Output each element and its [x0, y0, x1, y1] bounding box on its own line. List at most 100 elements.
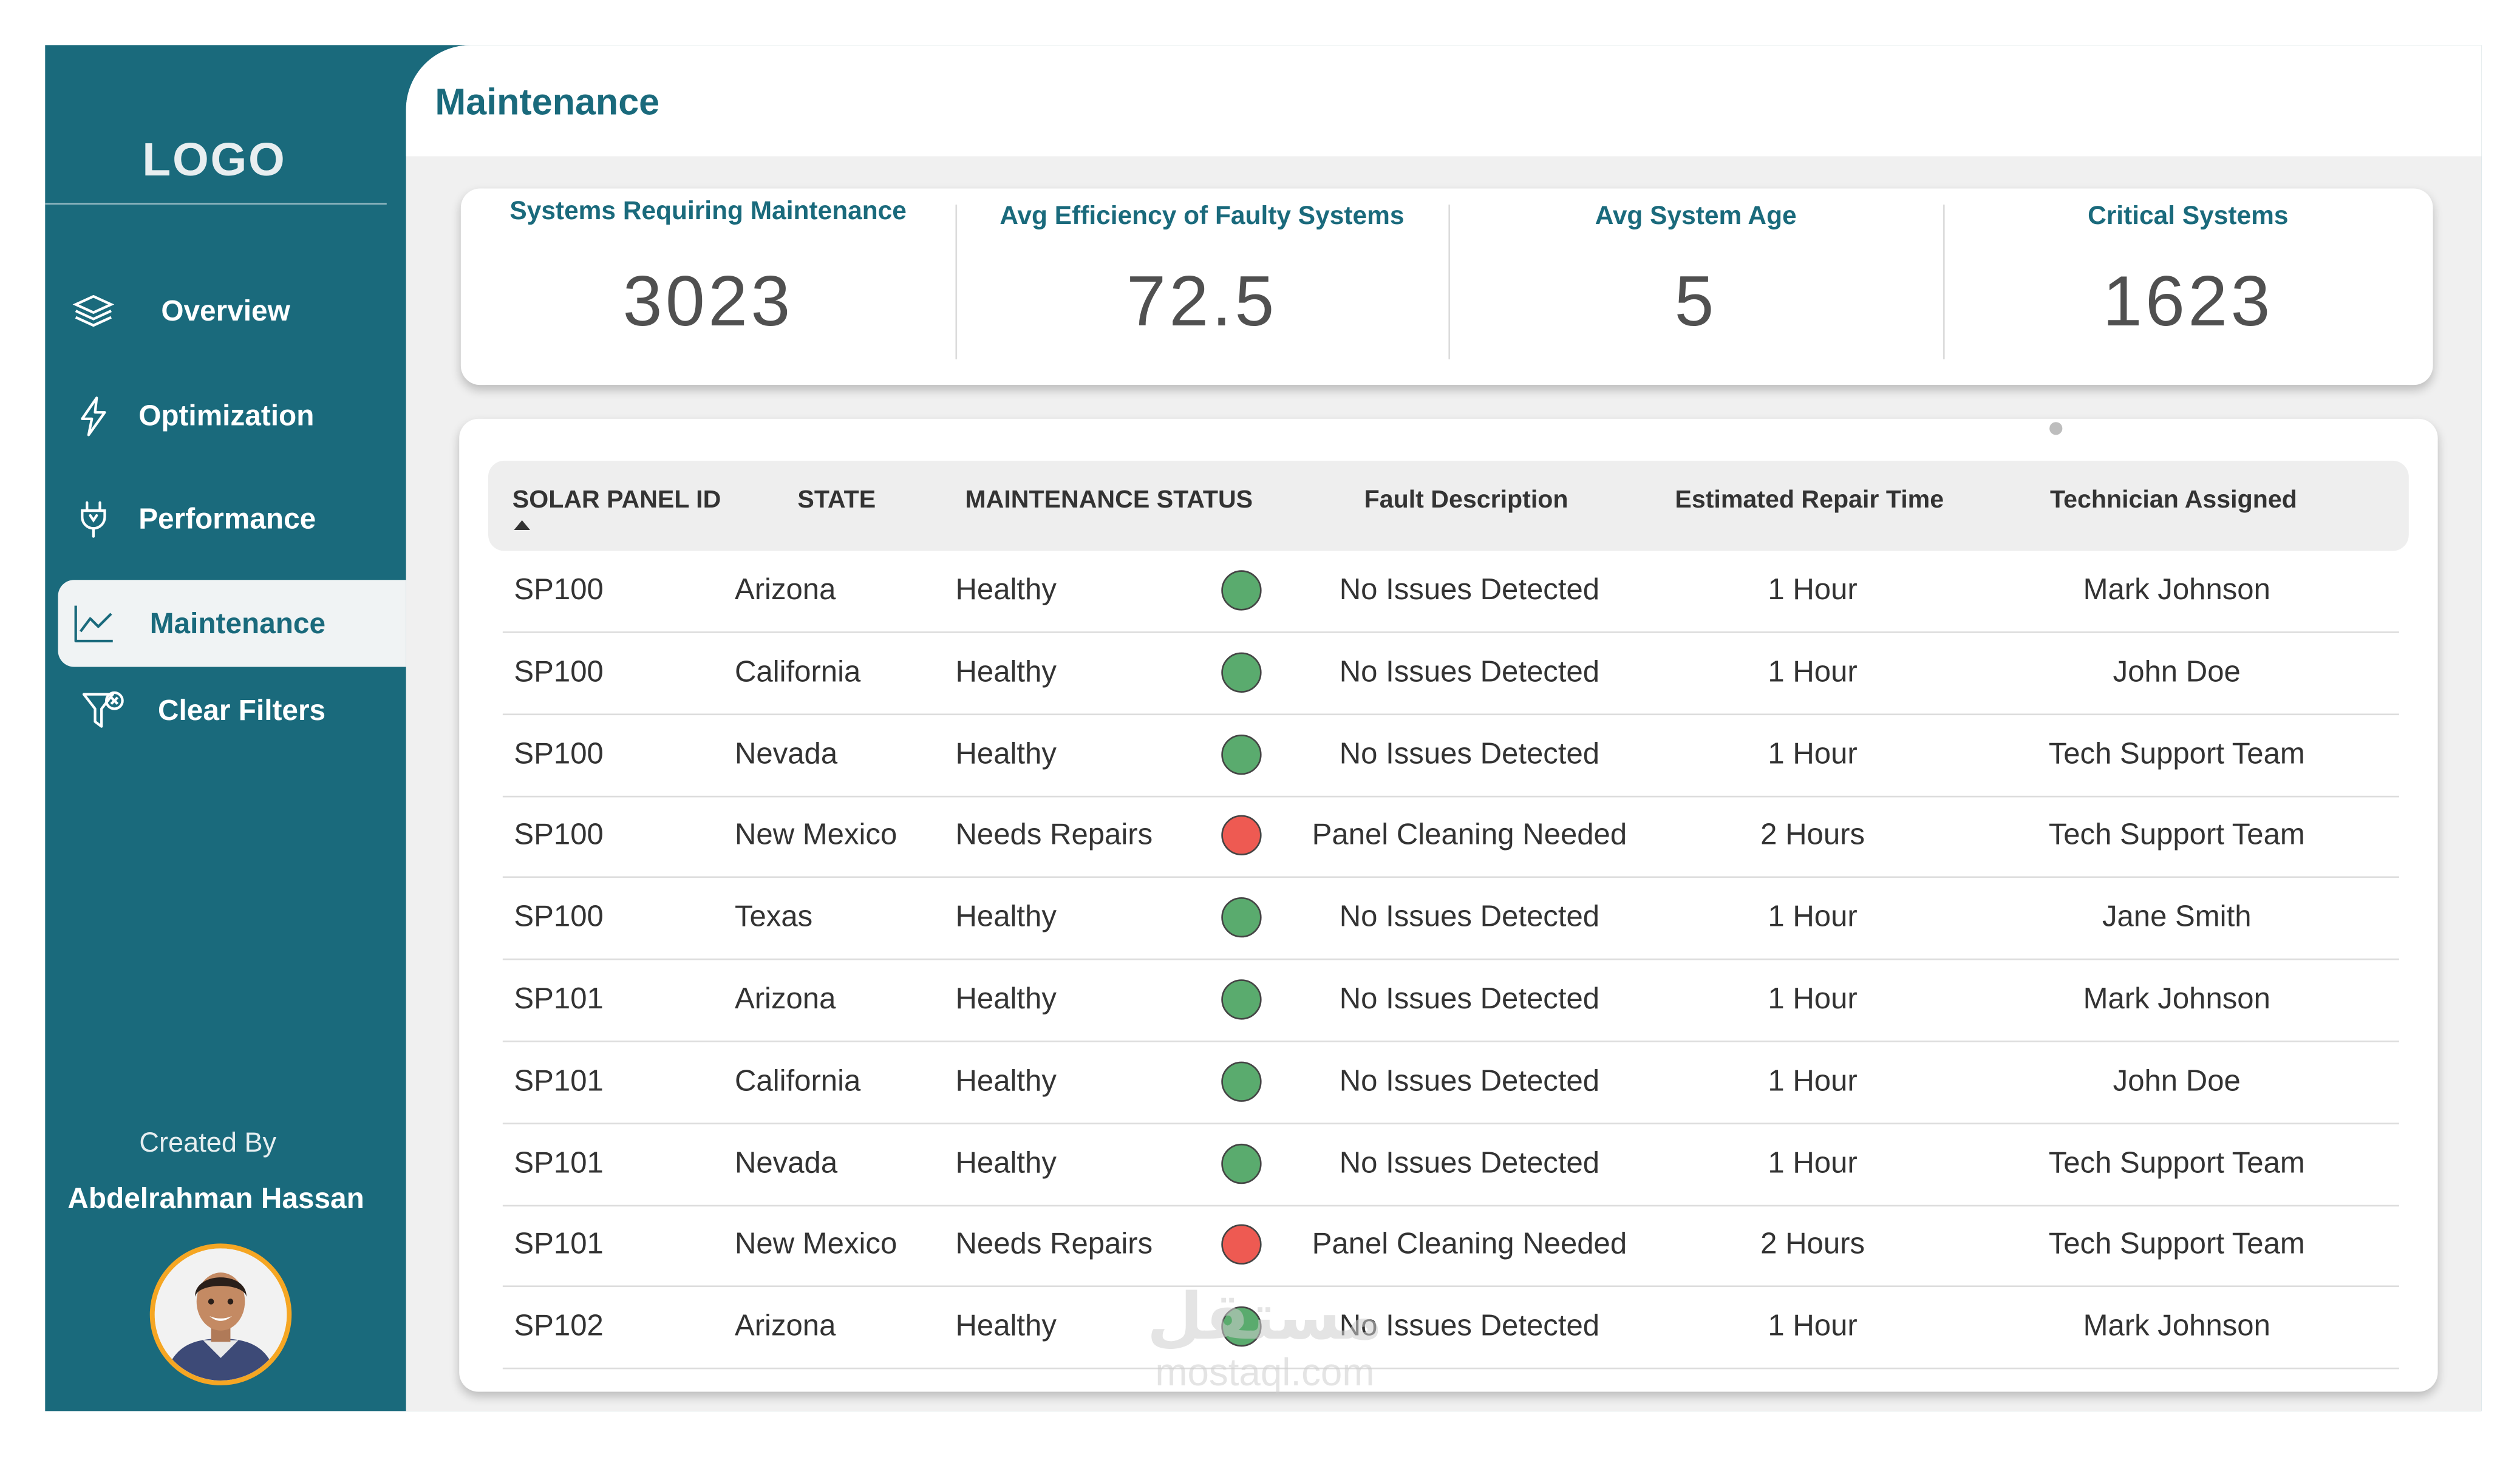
table-row[interactable]: SP101 New Mexico Needs Repairs Panel Cleani… [502, 1206, 2399, 1288]
cell-tech: Tech Support Team [2048, 817, 2305, 852]
table-row[interactable]: SP100 Arizona Healthy No Issues Detected 1 H… [502, 551, 2399, 633]
cell-fault: No Issues Detected [1339, 653, 1600, 688]
created-by-label: Created By [139, 1127, 277, 1158]
kpi-divider [955, 204, 958, 359]
cell-tech: Tech Support Team [2048, 735, 2305, 770]
cell-fault: Panel Cleaning Needed [1312, 1226, 1627, 1260]
cell-fault: No Issues Detected [1339, 899, 1600, 933]
cell-fault: No Issues Detected [1339, 980, 1600, 1015]
kpi-value: 3023 [622, 262, 794, 342]
cell-state: Nevada [734, 1144, 838, 1179]
cell-status: Healthy [955, 653, 1057, 688]
table-row[interactable]: SP102 Arizona Healthy No Issues Detected 1 H… [502, 1288, 2399, 1370]
sidebar-item-optimization[interactable]: Optimization [58, 372, 406, 459]
cell-time: 1 Hour [1768, 1062, 1858, 1097]
sidebar-item-label: Performance [138, 501, 316, 534]
kpi-label: Avg System Age [1595, 203, 1797, 231]
cell-status: Healthy [955, 1308, 1057, 1342]
cell-id: SP100 [514, 899, 604, 933]
avatar [149, 1243, 292, 1385]
cell-id: SP100 [514, 817, 604, 852]
status-indicator-icon [1221, 815, 1262, 856]
kpi-critical-systems: Critical Systems 1623 [1943, 188, 2433, 385]
line-chart-icon [71, 601, 116, 646]
kpi-label: Systems Requiring Maintenance [509, 198, 907, 226]
cell-tech: Tech Support Team [2048, 1226, 2305, 1260]
sidebar-item-label: Overview [161, 294, 290, 327]
kpi-avg-efficiency: Avg Efficiency of Faulty Systems 72.5 [955, 188, 1448, 385]
cell-status: Needs Repairs [955, 817, 1153, 852]
cell-tech: Mark Johnson [2083, 571, 2270, 606]
table-row[interactable]: SP100 Nevada Healthy No Issues Detected 1 Ho… [502, 715, 2399, 797]
cell-id: SP100 [514, 653, 604, 688]
column-header-solar-panel-id[interactable]: SOLAR PANEL ID [512, 486, 721, 514]
cell-time: 1 Hour [1768, 1308, 1858, 1342]
column-header-fault-description[interactable]: Fault Description [1364, 486, 1568, 514]
cell-status: Needs Repairs [955, 1226, 1153, 1260]
kpi-value: 72.5 [1126, 262, 1278, 342]
cell-state: Arizona [734, 571, 836, 606]
table-row[interactable]: SP101 California Healthy No Issues Detected… [502, 1042, 2399, 1124]
cell-state: California [734, 653, 861, 688]
cell-id: SP101 [514, 1062, 604, 1097]
plug-icon [71, 496, 116, 541]
sidebar-item-label: Clear Filters [158, 693, 326, 726]
cell-time: 1 Hour [1768, 571, 1858, 606]
column-header-maintenance-status[interactable]: MAINTENANCE STATUS [965, 486, 1253, 514]
cell-id: SP100 [514, 571, 604, 606]
cell-fault: No Issues Detected [1339, 1062, 1600, 1097]
status-indicator-icon [1221, 1224, 1262, 1265]
kpi-label: Critical Systems [2088, 203, 2289, 231]
table-header: SOLAR PANEL ID STATE MAINTENANCE STATUS … [488, 460, 2409, 551]
cell-state: California [734, 1062, 861, 1097]
kpi-avg-system-age: Avg System Age 5 [1448, 188, 1943, 385]
kpi-card: Systems Requiring Maintenance 3023 Avg E… [460, 188, 2433, 385]
cell-id: SP100 [514, 735, 604, 770]
cell-time: 1 Hour [1768, 980, 1858, 1015]
table-row[interactable]: SP100 California Healthy No Issues Detected… [502, 633, 2399, 715]
table-row[interactable]: SP101 Arizona Healthy No Issues Detected 1 H… [502, 960, 2399, 1042]
column-header-estimated-repair-time[interactable]: Estimated Repair Time [1675, 486, 1944, 514]
column-header-state[interactable]: STATE [797, 486, 876, 514]
column-header-technician-assigned[interactable]: Technician Assigned [2050, 486, 2297, 514]
status-indicator-icon [1221, 1143, 1262, 1184]
cell-time: 1 Hour [1768, 899, 1858, 933]
layers-icon [71, 288, 116, 333]
header: Maintenance [406, 45, 2482, 157]
watermark: مستقل mostaql.com [1112, 1282, 1418, 1395]
cell-tech: Tech Support Team [2048, 1144, 2305, 1179]
cell-fault: No Issues Detected [1339, 1308, 1600, 1342]
cell-state: Arizona [734, 980, 836, 1015]
logo-divider [45, 203, 387, 205]
table-row[interactable]: SP100 Texas Healthy No Issues Detected 1 Hou… [502, 878, 2399, 960]
cell-tech: Mark Johnson [2083, 1308, 2270, 1342]
table-row[interactable]: SP100 New Mexico Needs Repairs Panel Cleani… [502, 796, 2399, 879]
cell-tech: Mark Johnson [2083, 980, 2270, 1015]
status-indicator-icon [1221, 979, 1262, 1020]
sidebar-item-label: Optimization [138, 398, 315, 431]
cell-status: Healthy [955, 980, 1057, 1015]
status-indicator-icon [1221, 1306, 1262, 1347]
cell-fault: Panel Cleaning Needed [1312, 817, 1627, 852]
cell-id: SP101 [514, 980, 604, 1015]
sidebar-item-overview[interactable]: Overview [58, 267, 406, 354]
status-indicator-icon [1221, 1061, 1262, 1102]
cell-fault: No Issues Detected [1339, 1144, 1600, 1179]
cell-status: Healthy [955, 1062, 1057, 1097]
filter-clear-icon [81, 688, 126, 733]
scrollbar-thumb[interactable] [2049, 422, 2063, 435]
cell-tech: John Doe [2113, 1062, 2241, 1097]
sort-ascending-icon[interactable] [513, 518, 532, 531]
cell-state: New Mexico [734, 817, 897, 852]
cell-time: 1 Hour [1768, 653, 1858, 688]
watermark-arabic: مستقل [1146, 1282, 1383, 1353]
kpi-divider [1448, 204, 1451, 359]
author-name: Abdelrahman Hassan [67, 1182, 364, 1215]
cell-id: SP102 [514, 1308, 604, 1342]
sidebar-item-clear-filters[interactable]: Clear Filters [58, 667, 406, 754]
sidebar-item-performance[interactable]: Performance [58, 475, 406, 562]
cell-tech: Jane Smith [2102, 899, 2252, 933]
kpi-systems-requiring-maintenance: Systems Requiring Maintenance 3023 [461, 188, 956, 385]
sidebar-item-maintenance[interactable]: Maintenance [58, 580, 406, 667]
table-row[interactable]: SP101 Nevada Healthy No Issues Detected 1 Ho… [502, 1124, 2399, 1206]
